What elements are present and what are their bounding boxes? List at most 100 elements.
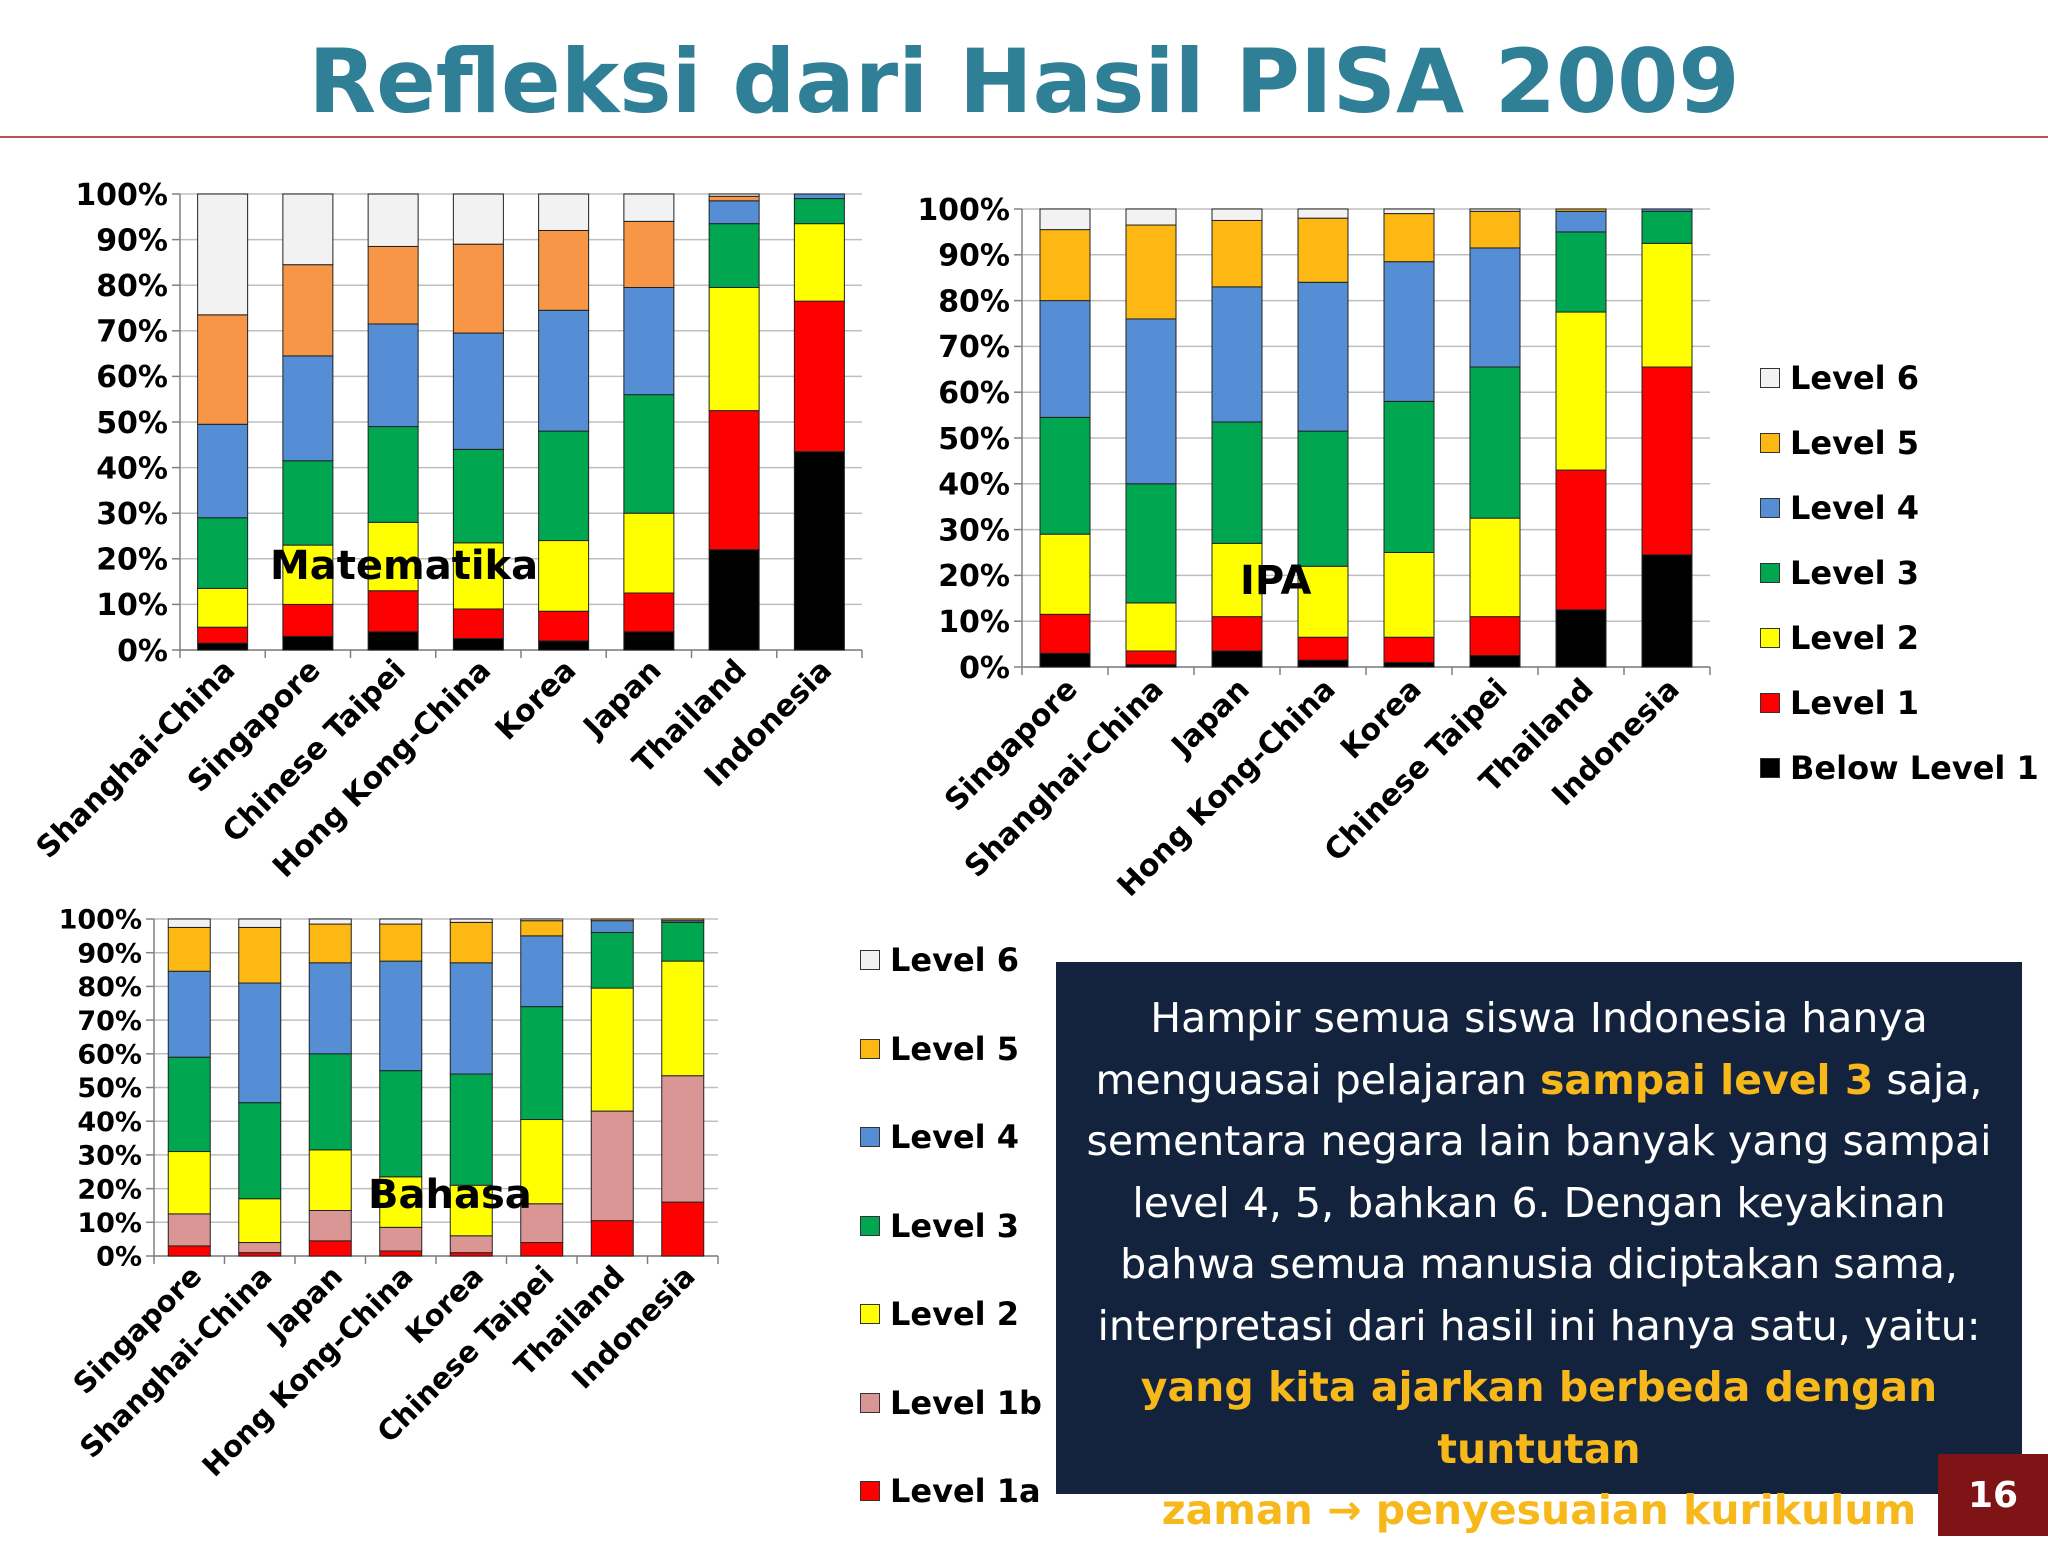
note-line-3: sementara negara lain banyak yang sampai [1086, 1117, 1992, 1165]
bahasa-bar-segment [379, 1226, 423, 1252]
legend-label: Level 6 [1790, 358, 1920, 397]
math-bar-segment [282, 635, 334, 651]
legend-swatch [860, 950, 880, 971]
bahasa-bar-segment [520, 1006, 564, 1121]
legend-label: Level 4 [890, 1118, 1020, 1157]
legend-item: Level 2 [1760, 605, 2039, 670]
legend-item: Level 3 [1760, 540, 2039, 605]
ipa-bar-segment [1125, 483, 1177, 604]
legend-item: Below Level 1 [1760, 735, 2039, 800]
math-bar-segment [793, 198, 845, 225]
bahasa-ytick-label: 50% [77, 1073, 142, 1104]
math-bar-segment [197, 193, 249, 316]
ipa-category-label: Shanghai-China [958, 672, 1171, 885]
math-bar-segment [538, 610, 590, 642]
legend-swatch [1760, 692, 1780, 713]
math-bar-segment [197, 587, 249, 628]
math-bar-segment [623, 286, 675, 396]
legend-ipa: Level 6 Level 5 Level 4 Level 3 Level 2 Level… [1760, 345, 2039, 800]
ipa-bar-segment [1641, 366, 1693, 556]
ipa-bar-segment [1211, 219, 1263, 288]
ipa-bar-segment [1383, 552, 1435, 638]
legend-swatch [860, 1392, 880, 1413]
ipa-ytick-label: 10% [938, 605, 1010, 640]
bahasa-category-label: Chinese Taipei [370, 1259, 560, 1449]
ipa-ytick-label: 90% [938, 239, 1010, 274]
math-bar-segment [793, 193, 845, 200]
bahasa-bar-segment [167, 1213, 211, 1247]
bahasa-bar-segment [167, 926, 211, 972]
ipa-category-label: Japan [1164, 672, 1257, 765]
math-bar-segment [197, 423, 249, 519]
ipa-bar-segment [1039, 300, 1091, 418]
bahasa-bar-segment [308, 1149, 352, 1212]
math-bar-segment [708, 286, 760, 412]
math-bar-segment [708, 195, 760, 202]
math-bar-segment [793, 223, 845, 302]
ipa-bar-segment [1555, 311, 1607, 471]
bahasa-bar-segment [379, 960, 423, 1072]
bahasa-bar-segment [308, 923, 352, 964]
math-ytick-label: 50% [96, 406, 168, 441]
ipa-ytick-label: 20% [938, 559, 1010, 594]
ipa-bar-segment [1039, 208, 1091, 231]
note-line-8: zaman → penyesuaian kurikulum [1161, 1486, 1917, 1534]
math-category-label: Chinese Taipei [216, 653, 413, 850]
legend-item: Level 1 [1760, 670, 2039, 735]
ipa-bar-segment [1469, 247, 1521, 368]
math-bar-segment [197, 314, 249, 425]
legend-swatch [1760, 367, 1780, 388]
chart-label-matematika: Matematika [270, 543, 539, 589]
ipa-category-label: Singapore [938, 672, 1085, 819]
legend-item: Level 2 [860, 1270, 1042, 1359]
math-category-label: Hong Kong-China [266, 653, 498, 885]
math-bar-segment [623, 631, 675, 651]
bahasa-ytick-label: 20% [77, 1174, 142, 1205]
math-bar-segment [282, 460, 334, 546]
math-ytick-label: 70% [96, 315, 168, 350]
bahasa-bar-segment [590, 1110, 634, 1222]
chart-label-ipa: IPA [1240, 558, 1312, 604]
math-bar-segment [623, 512, 675, 594]
bahasa-bar-segment [661, 921, 705, 962]
bahasa-bar-segment [379, 1250, 423, 1257]
math-bar-segment [793, 300, 845, 453]
bahasa-bar-segment [520, 935, 564, 1008]
math-bar-segment [282, 355, 334, 462]
ipa-category-label: Thailand [1473, 672, 1601, 800]
math-bar-segment [623, 193, 675, 222]
math-bar-segment [708, 549, 760, 651]
bahasa-bar-segment [661, 960, 705, 1077]
bahasa-category-label: Indonesia [565, 1259, 702, 1396]
legend-swatch [860, 1038, 880, 1059]
ipa-bar-segment [1297, 659, 1349, 668]
bahasa-bar-segment [379, 923, 423, 962]
ipa-ytick-label: 80% [938, 284, 1010, 319]
bahasa-bar-segment [449, 1073, 493, 1186]
legend-swatch [1760, 432, 1780, 453]
legend-item: Level 1a [860, 1447, 1042, 1536]
page-title: Refleksi dari Hasil PISA 2009 [308, 30, 1740, 133]
legend-item: Level 6 [860, 916, 1042, 1005]
ipa-ytick-label: 30% [938, 513, 1010, 548]
math-bar-segment [452, 638, 504, 651]
math-bar-segment [452, 243, 504, 334]
ipa-bar-segment [1211, 421, 1263, 544]
ipa-bar-segment [1211, 616, 1263, 652]
math-category-label: Singapore [181, 653, 328, 800]
legend-swatch [860, 1215, 880, 1236]
math-bar-segment [367, 426, 419, 523]
ipa-category-label: Korea [1334, 672, 1429, 767]
bahasa-bar-segment [238, 918, 282, 928]
legend-label: Level 5 [890, 1029, 1020, 1068]
math-bar-segment [538, 430, 590, 542]
legend-swatch [1760, 627, 1780, 648]
math-ytick-label: 80% [96, 269, 168, 304]
legend-label: Level 5 [1790, 423, 1920, 462]
legend-bahasa: Level 6 Level 5 Level 4 Level 3 Level 2 Level… [860, 916, 1042, 1536]
math-bar-segment [367, 245, 419, 325]
ipa-bar-segment [1469, 208, 1521, 212]
bahasa-bar-segment [661, 1075, 705, 1203]
page-number-badge: 16 [1938, 1454, 2048, 1536]
legend-swatch [860, 1304, 880, 1325]
